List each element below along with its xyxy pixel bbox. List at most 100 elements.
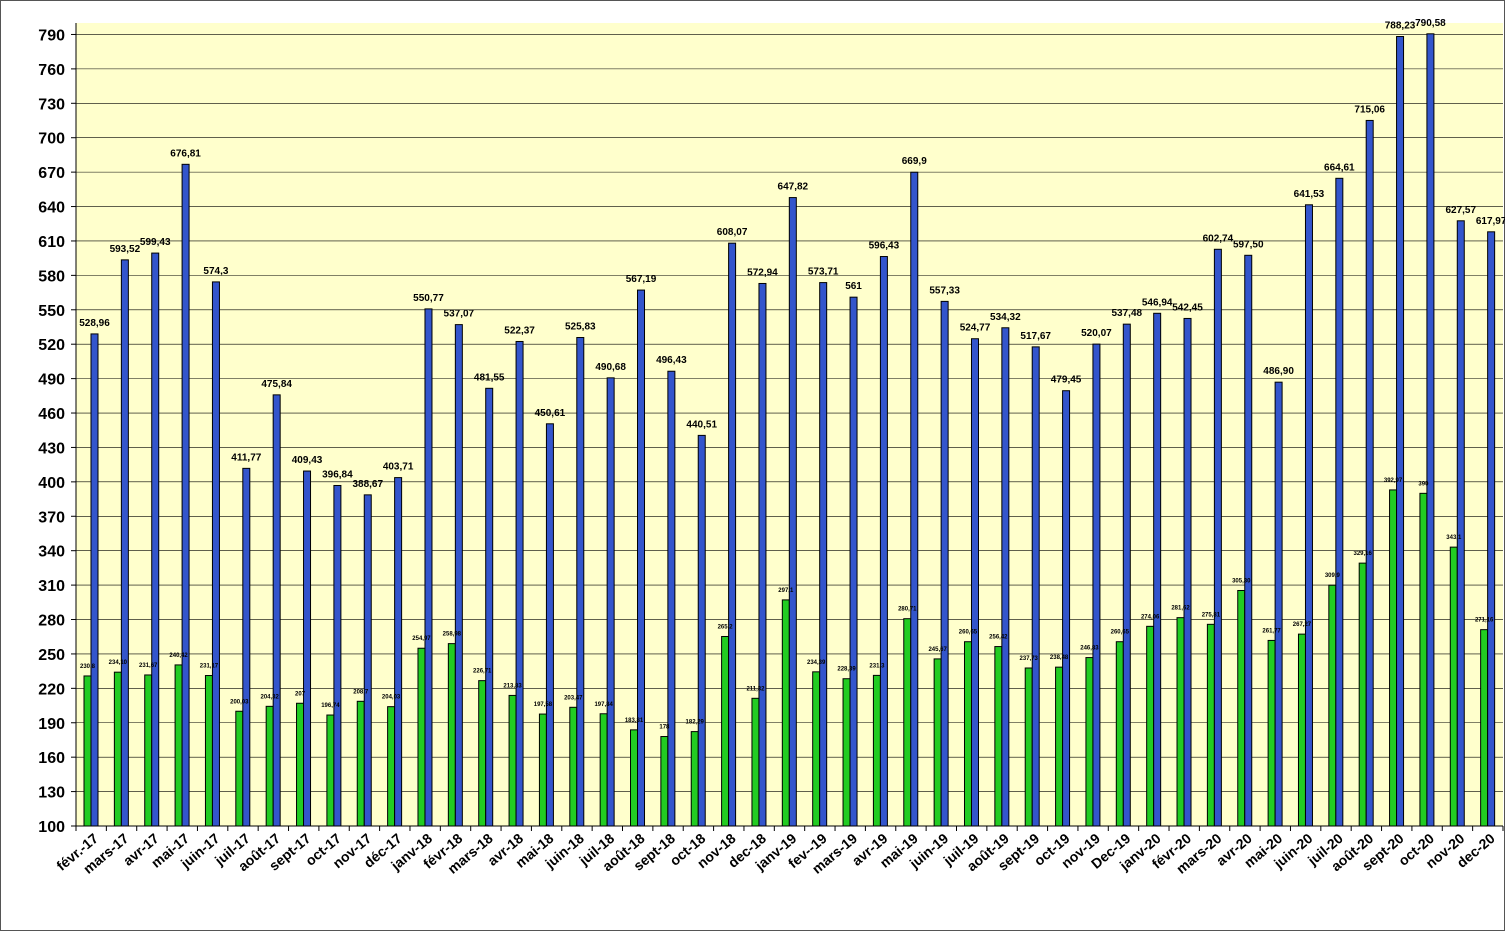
data-label: 528,96 <box>79 318 110 329</box>
bar-series-1 <box>630 729 639 827</box>
bar-series-2 <box>637 289 646 827</box>
y-tick-label: 100 <box>38 819 65 836</box>
data-label: 297,1 <box>778 588 794 594</box>
data-label: 267,27 <box>1293 622 1312 628</box>
y-tick-label: 760 <box>38 62 65 79</box>
bar-series-1 <box>872 674 881 827</box>
bar-series-1 <box>1419 492 1428 827</box>
bar-series-2 <box>181 163 190 827</box>
bar-series-2 <box>1122 323 1131 827</box>
bar-series-2 <box>90 333 99 827</box>
data-label: 388,67 <box>352 479 383 490</box>
bar-series-1 <box>963 641 972 827</box>
bar-series-2 <box>272 394 281 827</box>
data-label: 254,97 <box>412 636 431 642</box>
bar-series-1 <box>903 618 912 827</box>
bar-series-1 <box>508 694 517 827</box>
data-labels: 230,8 528,96 234,10 593,52 231,67 599,43 240,4… <box>79 18 1505 731</box>
y-tick-label: 520 <box>38 337 65 354</box>
y-axis-ticks: 100 130 160 190 220 250 280 310 340 370 400 430 460 4… <box>38 27 76 836</box>
data-label: 390 <box>1418 481 1429 487</box>
data-label: 676,81 <box>170 148 201 159</box>
data-label: 238,48 <box>1050 655 1069 661</box>
data-label: 517,67 <box>1020 331 1051 342</box>
bar-series-1 <box>569 706 578 827</box>
bar-series-1 <box>296 702 305 827</box>
bar-series-1 <box>721 635 730 827</box>
bar-series-1 <box>1358 562 1367 827</box>
y-tick-label: 700 <box>38 131 65 148</box>
data-label: 647,82 <box>778 182 809 193</box>
bar-series-2 <box>211 281 220 827</box>
bar-series-1 <box>326 714 335 827</box>
data-label: 440,51 <box>686 419 717 430</box>
bar-series-1 <box>1328 584 1337 827</box>
bar-series-2 <box>1153 312 1162 827</box>
data-label: 234,10 <box>109 660 128 666</box>
bar-series-2 <box>1456 220 1465 827</box>
data-label: 522,37 <box>504 325 535 336</box>
bar-series-1 <box>1146 625 1155 827</box>
y-tick-label: 730 <box>38 96 65 113</box>
data-label: 486,90 <box>1263 366 1294 377</box>
bar-series-2 <box>1213 248 1222 827</box>
bar-series-1 <box>113 671 122 827</box>
bar-series-2 <box>788 197 797 827</box>
y-tick-label: 340 <box>38 544 65 561</box>
data-label: 599,43 <box>140 237 171 248</box>
data-label: 669,9 <box>902 156 927 167</box>
data-label: 664,61 <box>1324 162 1355 173</box>
data-label: 546,94 <box>1142 297 1173 308</box>
y-tick-label: 400 <box>38 475 65 492</box>
bar-series-2 <box>485 387 494 827</box>
data-label: 550,77 <box>413 293 444 304</box>
data-label: 245,67 <box>928 647 947 653</box>
data-label: 641,53 <box>1294 189 1325 200</box>
bar-series-2 <box>454 324 463 827</box>
data-label: 593,52 <box>110 244 141 255</box>
bar-series-2 <box>394 477 403 827</box>
bar-series-2 <box>1274 381 1283 827</box>
data-label: 256,42 <box>989 635 1008 641</box>
data-label: 481,55 <box>474 372 505 383</box>
data-label: 230,8 <box>80 664 96 670</box>
bar-series-1 <box>842 678 851 827</box>
bar-series-2 <box>151 252 160 827</box>
bar-series-1 <box>1024 667 1033 827</box>
bar-series-1 <box>1085 657 1094 827</box>
bar-series-1 <box>660 736 669 827</box>
data-label: 196,74 <box>321 703 340 709</box>
bar-series-2 <box>545 423 554 827</box>
bar-series-2 <box>1001 327 1010 827</box>
bar-series-1 <box>1480 629 1489 827</box>
data-label: 280,71 <box>898 607 917 613</box>
bar-series-1 <box>1115 641 1124 827</box>
data-label: 343,1 <box>1446 535 1462 541</box>
bar-series-2 <box>849 296 858 827</box>
data-label: 561 <box>845 281 862 292</box>
data-label: 602,74 <box>1203 233 1234 244</box>
bar-series-2 <box>1183 317 1192 827</box>
y-tick-label: 250 <box>38 647 65 664</box>
bar-series-2 <box>970 338 979 827</box>
bar-series-1 <box>599 713 608 827</box>
y-tick-label: 280 <box>38 613 65 630</box>
bar-series-2 <box>363 494 372 827</box>
bar-series-1 <box>478 680 487 827</box>
bar-series-2 <box>424 308 433 827</box>
data-label: 183,81 <box>625 718 644 724</box>
bar-series-1 <box>812 671 821 827</box>
bar-series-2 <box>667 370 676 827</box>
data-label: 396,84 <box>322 469 353 480</box>
bar-series-1 <box>994 646 1003 827</box>
data-label: 211,32 <box>746 686 765 692</box>
data-label: 231,3 <box>869 663 885 669</box>
data-label: 490,68 <box>595 362 626 373</box>
data-label: 479,45 <box>1051 375 1082 386</box>
data-label: 204,03 <box>382 695 401 701</box>
y-tick-label: 370 <box>38 509 65 526</box>
data-label: 411,77 <box>231 452 261 463</box>
bar-series-2 <box>576 337 585 827</box>
